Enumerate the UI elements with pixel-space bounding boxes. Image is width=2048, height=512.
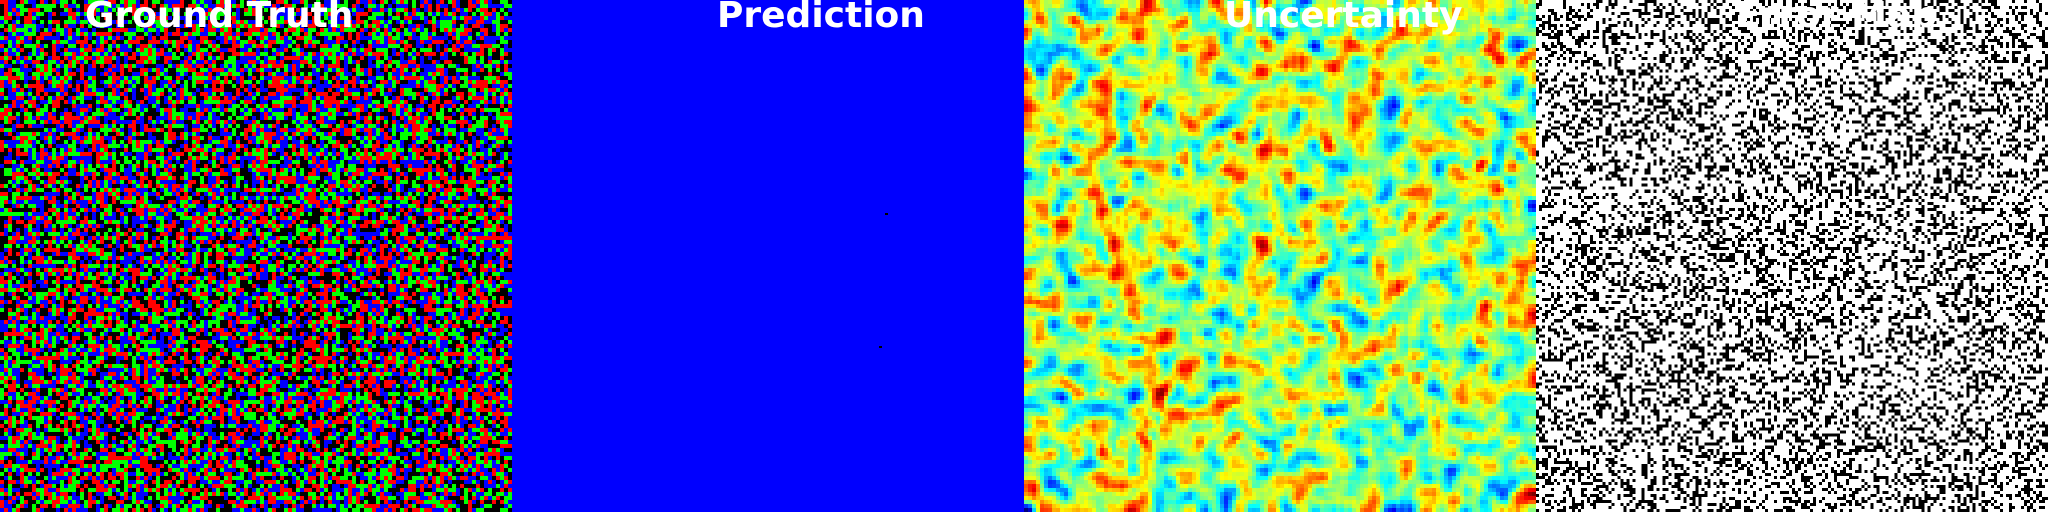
prediction-title: Prediction: [717, 0, 925, 36]
ground-truth-panel: Ground Truth: [0, 0, 512, 512]
error-map-image: [1536, 0, 2048, 512]
error-map-title: Error Map: [1736, 0, 1938, 36]
uncertainty-title: Uncertainty: [1224, 0, 1463, 36]
uncertainty-panel: Uncertainty: [1024, 0, 1536, 512]
prediction-speck: [879, 346, 882, 348]
ground-truth-title: Ground Truth: [85, 0, 354, 36]
ground-truth-image: [0, 0, 512, 512]
uncertainty-heatmap: [1024, 0, 1536, 512]
prediction-panel: Prediction: [512, 0, 1024, 512]
prediction-speck: [885, 213, 888, 215]
prediction-image: [512, 0, 1024, 512]
error-map-panel: Error Map: [1536, 0, 2048, 512]
